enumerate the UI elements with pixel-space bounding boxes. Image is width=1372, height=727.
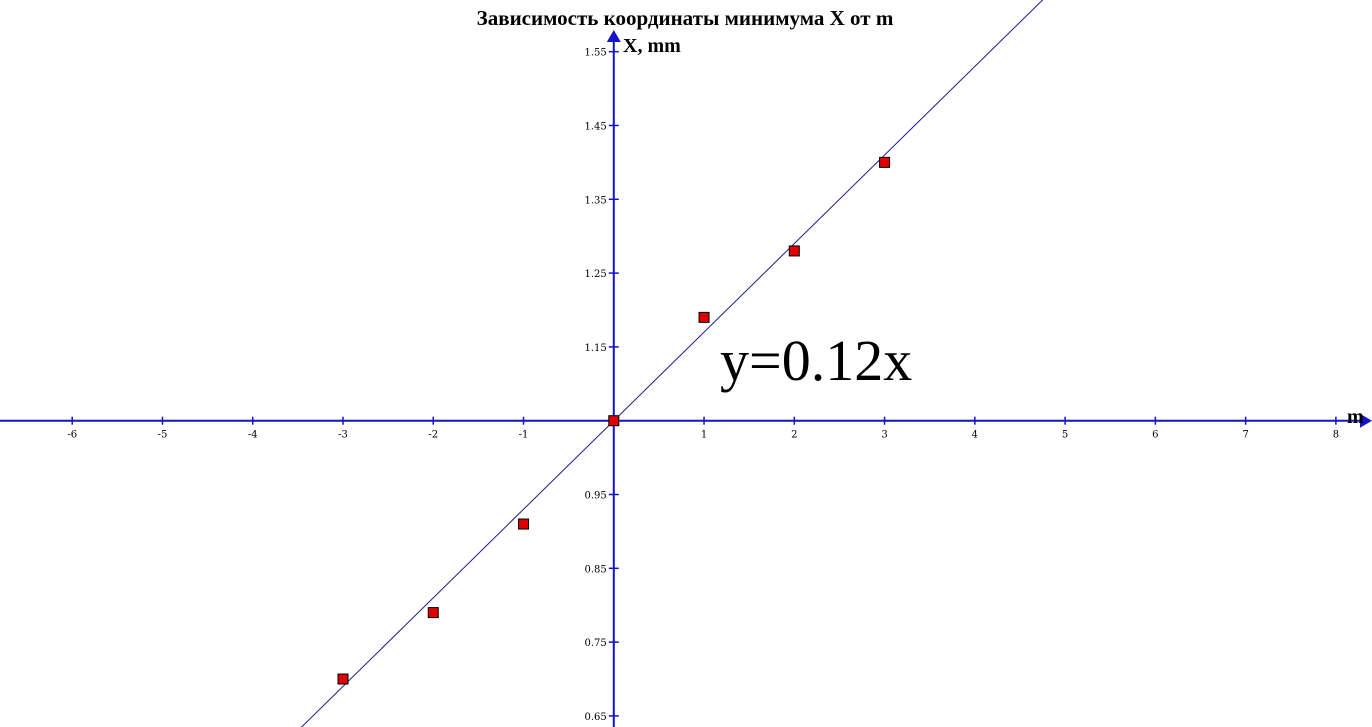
x-tick-label: 1 xyxy=(701,430,707,441)
y-tick-label: 1.45 xyxy=(585,121,607,132)
fit-line xyxy=(300,0,1044,727)
axes: -6 -5 -4 -3 -2 -1 1 2 3 4 5 6 7 8 0.65 0.75 0.85 0.95 1.15… xyxy=(0,30,1372,727)
x-tick-label: 6 xyxy=(1152,430,1158,441)
x-tick-label: 8 xyxy=(1333,430,1339,441)
y-tick-label: 0.95 xyxy=(585,491,607,502)
x-axis-title: m xyxy=(1347,406,1364,428)
fit-equation-label: y=0.12x xyxy=(720,328,912,393)
x-tick-label: -2 xyxy=(428,430,438,441)
y-tick-label: 0.85 xyxy=(585,564,607,575)
y-axis-title: X, mm xyxy=(623,35,681,57)
x-tick-label: -1 xyxy=(519,430,529,441)
fit-line-group xyxy=(300,0,1044,727)
chart-title: Зависимость координаты минимума X от m xyxy=(477,6,894,30)
data-point xyxy=(788,245,800,257)
data-points xyxy=(337,156,891,685)
data-point xyxy=(518,518,530,530)
y-tick-label: 1.35 xyxy=(585,195,607,206)
data-point xyxy=(879,156,891,168)
x-tick-label: 3 xyxy=(881,430,887,441)
x-tick-label: 7 xyxy=(1242,430,1248,441)
data-point xyxy=(427,607,439,619)
x-tick-label: 4 xyxy=(972,430,978,441)
x-tick-label: 5 xyxy=(1062,430,1068,441)
y-axis-arrow xyxy=(606,30,621,42)
x-tick-label: -5 xyxy=(158,430,168,441)
x-tick-label: -4 xyxy=(248,430,258,441)
y-tick-label: 0.75 xyxy=(585,638,607,649)
data-point xyxy=(698,311,710,323)
x-axis-arrow xyxy=(1360,413,1372,428)
data-point xyxy=(608,415,620,427)
x-tick-label: -3 xyxy=(338,430,348,441)
y-tick-label: 1.55 xyxy=(585,48,607,59)
data-point xyxy=(337,673,349,685)
x-tick-label: 2 xyxy=(791,430,797,441)
x-tick-label: -6 xyxy=(67,430,77,441)
y-tick-label: 1.25 xyxy=(585,269,607,280)
y-tick-label: 0.65 xyxy=(585,712,607,723)
y-tick-label: 1.15 xyxy=(585,343,607,354)
